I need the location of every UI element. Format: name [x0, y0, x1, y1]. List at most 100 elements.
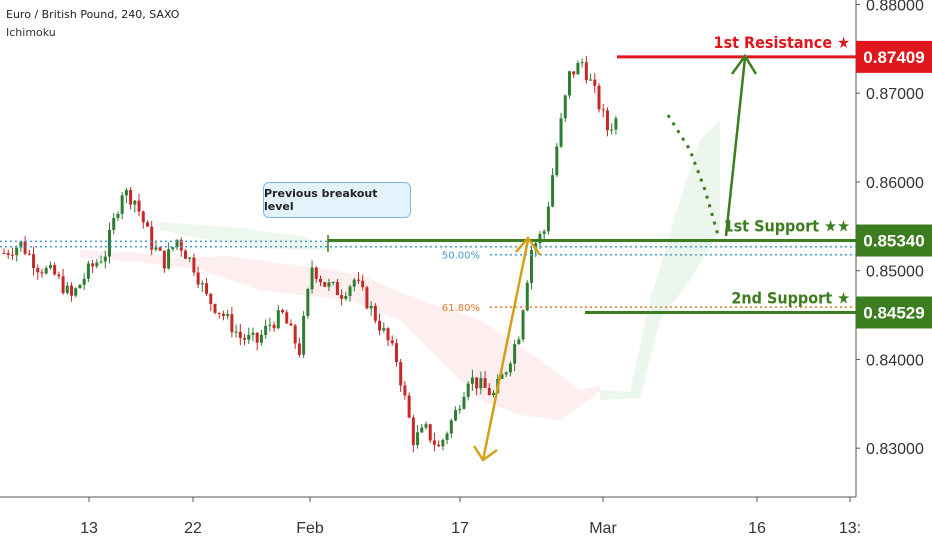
candle-body	[580, 62, 584, 64]
candle-body	[487, 387, 491, 396]
candle-body	[112, 217, 116, 230]
candle-body	[53, 265, 57, 275]
candle-body	[567, 71, 571, 96]
x-tick-label: 13:	[839, 520, 861, 537]
fib-arrow-head	[515, 235, 542, 256]
cloud-bear	[80, 250, 600, 420]
candle-body	[605, 110, 609, 131]
candle-body	[335, 282, 339, 296]
candle-body	[479, 378, 483, 389]
candle-body	[610, 129, 614, 131]
candle-body	[597, 85, 601, 110]
candle-body	[205, 283, 209, 294]
candle-body	[369, 305, 373, 309]
candle-body	[91, 263, 95, 267]
y-tick-label: 0.84000	[866, 352, 924, 369]
candle-body	[276, 310, 280, 329]
candle-body	[171, 247, 175, 250]
candle-body	[546, 206, 550, 232]
fib-label: 61.80%	[442, 303, 480, 314]
candle-body	[179, 239, 183, 251]
candle-body	[576, 62, 580, 75]
candle-body	[78, 284, 82, 289]
candle-body	[226, 314, 230, 317]
candle-body	[238, 331, 242, 338]
candle-body	[268, 324, 272, 326]
y-tick-label: 0.88000	[866, 0, 924, 14]
price-tag-label: 0.85340	[863, 232, 924, 251]
breakout-callout: Previous breakout level	[263, 182, 411, 218]
candle-body	[441, 439, 445, 447]
candle-body	[416, 432, 420, 446]
candle-body	[145, 222, 149, 227]
y-tick-label: 0.86000	[866, 175, 924, 192]
candle-body	[563, 95, 567, 119]
y-tick-label: 0.85000	[866, 264, 924, 281]
candle-body	[86, 263, 90, 279]
candle-body	[492, 392, 496, 396]
candle-body	[221, 313, 225, 317]
candle-body	[44, 267, 48, 274]
candle-body	[517, 339, 521, 345]
candle-body	[538, 233, 542, 244]
candle-body	[344, 295, 348, 299]
candle-body	[19, 241, 23, 248]
candle-body	[348, 286, 352, 296]
candle-body	[373, 305, 377, 321]
candle-body	[327, 282, 331, 287]
candle-body	[411, 417, 415, 446]
candle-body	[365, 287, 369, 309]
fib-arrow-shaft	[481, 239, 530, 461]
candle-body	[32, 254, 36, 268]
candle-body	[124, 189, 128, 196]
candle-body	[230, 314, 234, 333]
candle-body	[251, 332, 255, 335]
candle-body	[525, 282, 529, 311]
candle-body	[289, 323, 293, 326]
candle-body	[614, 118, 618, 130]
candle-body	[293, 325, 297, 344]
candle-body	[390, 340, 394, 344]
symbol-title: Euro / British Pound, 240, SAXO	[6, 8, 180, 21]
candle-body	[162, 250, 166, 269]
candle-body	[513, 344, 517, 364]
candle-body	[378, 320, 382, 331]
candle-body	[108, 229, 111, 257]
cloud-bull-2	[600, 120, 720, 400]
candle-body	[120, 195, 124, 214]
candle-body	[399, 362, 403, 386]
candle-body	[319, 278, 322, 283]
candle-body	[2, 252, 6, 254]
target-arrow-head	[730, 53, 758, 75]
candle-body	[394, 343, 398, 363]
candle-body	[310, 267, 314, 290]
candle-body	[403, 385, 407, 396]
candle-body	[116, 213, 120, 218]
candle-body	[424, 424, 428, 428]
price-tag-label: 0.84529	[863, 303, 924, 322]
candle-body	[48, 265, 52, 268]
candle-body	[82, 278, 86, 285]
level-name: 1st Support ★★	[724, 217, 850, 236]
fib-arrow-tail	[472, 445, 498, 462]
candle-body	[445, 433, 449, 440]
candle-body	[285, 312, 289, 324]
candle-body	[27, 253, 31, 255]
candle-body	[167, 249, 171, 269]
y-tick-label: 0.87000	[866, 86, 924, 103]
candle-body	[584, 62, 588, 81]
candle-body	[340, 295, 344, 299]
candle-body	[306, 289, 310, 316]
candle-body	[432, 440, 436, 445]
candle-body	[356, 279, 360, 281]
candle-body	[175, 239, 179, 248]
candle-body	[428, 424, 432, 441]
candle-body	[217, 312, 221, 314]
price-tag	[856, 40, 932, 73]
candle-body	[65, 285, 69, 293]
candle-body	[458, 408, 462, 411]
x-tick-label: 16	[748, 520, 766, 537]
candle-body	[196, 272, 200, 285]
candle-body	[475, 377, 479, 389]
